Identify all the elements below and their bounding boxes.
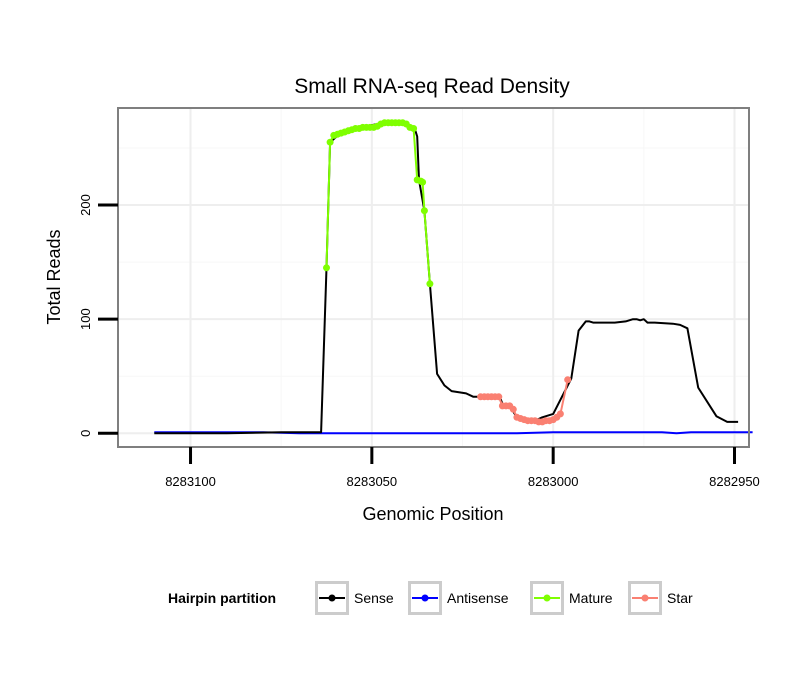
- legend-item-antisense: Antisense: [408, 581, 509, 615]
- mature-point: [326, 138, 334, 146]
- legend-label-antisense: Antisense: [447, 590, 509, 606]
- legend-label-mature: Mature: [569, 590, 613, 606]
- star-point: [509, 405, 517, 413]
- mature-point: [420, 207, 428, 215]
- x-tick-label: 8283000: [528, 474, 579, 489]
- plot-border: [117, 107, 750, 448]
- star-point: [564, 376, 572, 384]
- y-tick-label: 0: [78, 430, 93, 437]
- legend-label-star: Star: [667, 590, 693, 606]
- x-tick-label: 8283050: [347, 474, 398, 489]
- y-axis-title: Total Reads: [44, 229, 64, 324]
- mature-point: [426, 280, 434, 288]
- legend-item-sense: Sense: [315, 581, 394, 615]
- x-axis-title: Genomic Position: [362, 504, 503, 524]
- legend-label-sense: Sense: [354, 590, 394, 606]
- x-axis: 8283100 8283050 8283000 8282950: [165, 447, 760, 489]
- legend-key-point: [421, 594, 429, 602]
- chart-title: Small RNA-seq Read Density: [294, 75, 570, 98]
- star-point: [556, 410, 564, 418]
- y-tick-label: 200: [78, 194, 93, 216]
- y-axis: 0 100 200: [78, 194, 118, 437]
- legend-key-point: [543, 594, 551, 602]
- mature-point: [410, 125, 418, 132]
- x-tick-label: 8282950: [709, 474, 760, 489]
- legend-title: Hairpin partition: [168, 590, 276, 606]
- legend-key-point: [641, 594, 649, 602]
- legend: Hairpin partition Sense Antisense Mature St…: [168, 581, 693, 615]
- star-point: [495, 393, 503, 401]
- y-tick-label: 100: [78, 308, 93, 330]
- mature-point: [323, 264, 330, 272]
- legend-key-point: [328, 594, 336, 602]
- x-tick-label: 8283100: [165, 474, 216, 489]
- plot-background: [118, 108, 749, 447]
- legend-item-star: Star: [628, 581, 693, 615]
- series-points: [323, 119, 572, 426]
- legend-item-mature: Mature: [530, 581, 613, 615]
- mature-point: [419, 178, 427, 186]
